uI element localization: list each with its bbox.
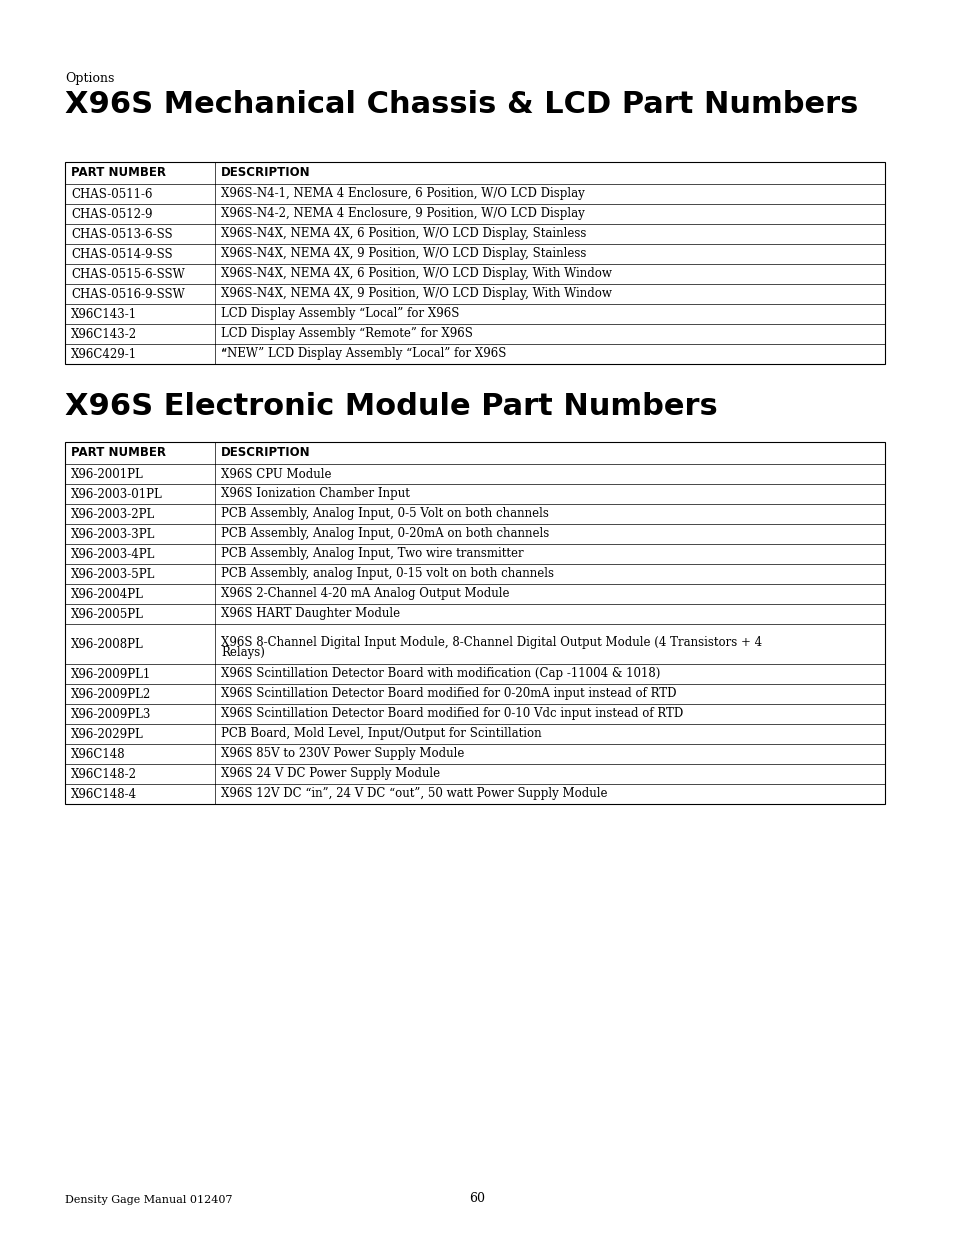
Text: CHAS-0515-6-SSW: CHAS-0515-6-SSW <box>71 268 185 280</box>
Text: X96S-N4-1, NEMA 4 Enclosure, 6 Position, W/O LCD Display: X96S-N4-1, NEMA 4 Enclosure, 6 Position,… <box>221 188 584 200</box>
Text: X96S-N4X, NEMA 4X, 6 Position, W/O LCD Display, Stainless: X96S-N4X, NEMA 4X, 6 Position, W/O LCD D… <box>221 227 586 241</box>
Text: X96-2003-2PL: X96-2003-2PL <box>71 508 155 520</box>
Text: PART NUMBER: PART NUMBER <box>71 167 166 179</box>
Text: X96S CPU Module: X96S CPU Module <box>221 468 331 480</box>
Text: PCB Assembly, Analog Input, Two wire transmitter: PCB Assembly, Analog Input, Two wire tra… <box>221 547 523 561</box>
Text: X96S 24 V DC Power Supply Module: X96S 24 V DC Power Supply Module <box>221 767 439 781</box>
Text: CHAS-0511-6: CHAS-0511-6 <box>71 188 152 200</box>
Bar <box>65 442 884 804</box>
Text: X96S-N4X, NEMA 4X, 9 Position, W/O LCD Display, Stainless: X96S-N4X, NEMA 4X, 9 Position, W/O LCD D… <box>221 247 586 261</box>
Text: DESCRIPTION: DESCRIPTION <box>221 167 311 179</box>
Text: Options: Options <box>65 72 114 85</box>
Text: X96S Scintillation Detector Board modified for 0-20mA input instead of RTD: X96S Scintillation Detector Board modifi… <box>221 688 676 700</box>
Text: X96C143-1: X96C143-1 <box>71 308 137 321</box>
Text: X96-2009PL1: X96-2009PL1 <box>71 667 152 680</box>
Text: PCB Board, Mold Level, Input/Output for Scintillation: PCB Board, Mold Level, Input/Output for … <box>221 727 541 741</box>
Text: “: “ <box>221 347 227 361</box>
Text: X96-2029PL: X96-2029PL <box>71 727 144 741</box>
Text: X96-2003-01PL: X96-2003-01PL <box>71 488 163 500</box>
Text: PCB Assembly, analog Input, 0-15 volt on both channels: PCB Assembly, analog Input, 0-15 volt on… <box>221 568 554 580</box>
Text: CHAS-0514-9-SS: CHAS-0514-9-SS <box>71 247 172 261</box>
Text: “NEW” LCD Display Assembly “Local” for X96S: “NEW” LCD Display Assembly “Local” for X… <box>221 347 506 361</box>
Text: Density Gage Manual 012407: Density Gage Manual 012407 <box>65 1195 233 1205</box>
Text: CHAS-0512-9: CHAS-0512-9 <box>71 207 152 221</box>
Text: X96S Scintillation Detector Board modified for 0-10 Vdc input instead of RTD: X96S Scintillation Detector Board modifi… <box>221 708 682 720</box>
Text: X96S 2-Channel 4-20 mA Analog Output Module: X96S 2-Channel 4-20 mA Analog Output Mod… <box>221 588 509 600</box>
Text: X96S-N4-2, NEMA 4 Enclosure, 9 Position, W/O LCD Display: X96S-N4-2, NEMA 4 Enclosure, 9 Position,… <box>221 207 584 221</box>
Text: X96-2009PL2: X96-2009PL2 <box>71 688 152 700</box>
Text: Relays): Relays) <box>221 646 265 659</box>
Text: LCD Display Assembly “Local” for X96S: LCD Display Assembly “Local” for X96S <box>221 308 459 321</box>
Text: X96S-N4X, NEMA 4X, 9 Position, W/O LCD Display, With Window: X96S-N4X, NEMA 4X, 9 Position, W/O LCD D… <box>221 288 611 300</box>
Text: X96S 12V DC “in”, 24 V DC “out”, 50 watt Power Supply Module: X96S 12V DC “in”, 24 V DC “out”, 50 watt… <box>221 788 607 800</box>
Text: X96S Electronic Module Part Numbers: X96S Electronic Module Part Numbers <box>65 391 717 421</box>
Bar <box>65 442 884 464</box>
Text: X96C148-2: X96C148-2 <box>71 767 137 781</box>
Text: PCB Assembly, Analog Input, 0-20mA on both channels: PCB Assembly, Analog Input, 0-20mA on bo… <box>221 527 549 541</box>
Text: X96-2009PL3: X96-2009PL3 <box>71 708 152 720</box>
Text: X96-2008PL: X96-2008PL <box>71 637 144 651</box>
Text: X96-2004PL: X96-2004PL <box>71 588 144 600</box>
Text: X96-2003-3PL: X96-2003-3PL <box>71 527 155 541</box>
Text: X96S Mechanical Chassis & LCD Part Numbers: X96S Mechanical Chassis & LCD Part Numbe… <box>65 90 858 119</box>
Text: X96-2005PL: X96-2005PL <box>71 608 144 620</box>
Text: X96-2003-5PL: X96-2003-5PL <box>71 568 155 580</box>
Text: X96S HART Daughter Module: X96S HART Daughter Module <box>221 608 399 620</box>
Text: X96-2001PL: X96-2001PL <box>71 468 144 480</box>
Bar <box>65 162 884 364</box>
Text: PCB Assembly, Analog Input, 0-5 Volt on both channels: PCB Assembly, Analog Input, 0-5 Volt on … <box>221 508 548 520</box>
Text: CHAS-0513-6-SS: CHAS-0513-6-SS <box>71 227 172 241</box>
Text: X96C148-4: X96C148-4 <box>71 788 137 800</box>
Text: X96S 8-Channel Digital Input Module, 8-Channel Digital Output Module (4 Transist: X96S 8-Channel Digital Input Module, 8-C… <box>221 636 761 650</box>
Text: LCD Display Assembly “Remote” for X96S: LCD Display Assembly “Remote” for X96S <box>221 327 473 341</box>
Text: CHAS-0516-9-SSW: CHAS-0516-9-SSW <box>71 288 185 300</box>
Text: PART NUMBER: PART NUMBER <box>71 447 166 459</box>
Text: X96S-N4X, NEMA 4X, 6 Position, W/O LCD Display, With Window: X96S-N4X, NEMA 4X, 6 Position, W/O LCD D… <box>221 268 611 280</box>
Text: DESCRIPTION: DESCRIPTION <box>221 447 311 459</box>
Text: X96C148: X96C148 <box>71 747 126 761</box>
Text: X96C429-1: X96C429-1 <box>71 347 137 361</box>
Text: X96S Scintillation Detector Board with modification (Cap -11004 & 1018): X96S Scintillation Detector Board with m… <box>221 667 659 680</box>
Text: X96S 85V to 230V Power Supply Module: X96S 85V to 230V Power Supply Module <box>221 747 464 761</box>
Bar <box>65 162 884 184</box>
Text: X96-2003-4PL: X96-2003-4PL <box>71 547 155 561</box>
Text: X96S Ionization Chamber Input: X96S Ionization Chamber Input <box>221 488 410 500</box>
Text: X96C143-2: X96C143-2 <box>71 327 137 341</box>
Text: 60: 60 <box>469 1192 484 1205</box>
